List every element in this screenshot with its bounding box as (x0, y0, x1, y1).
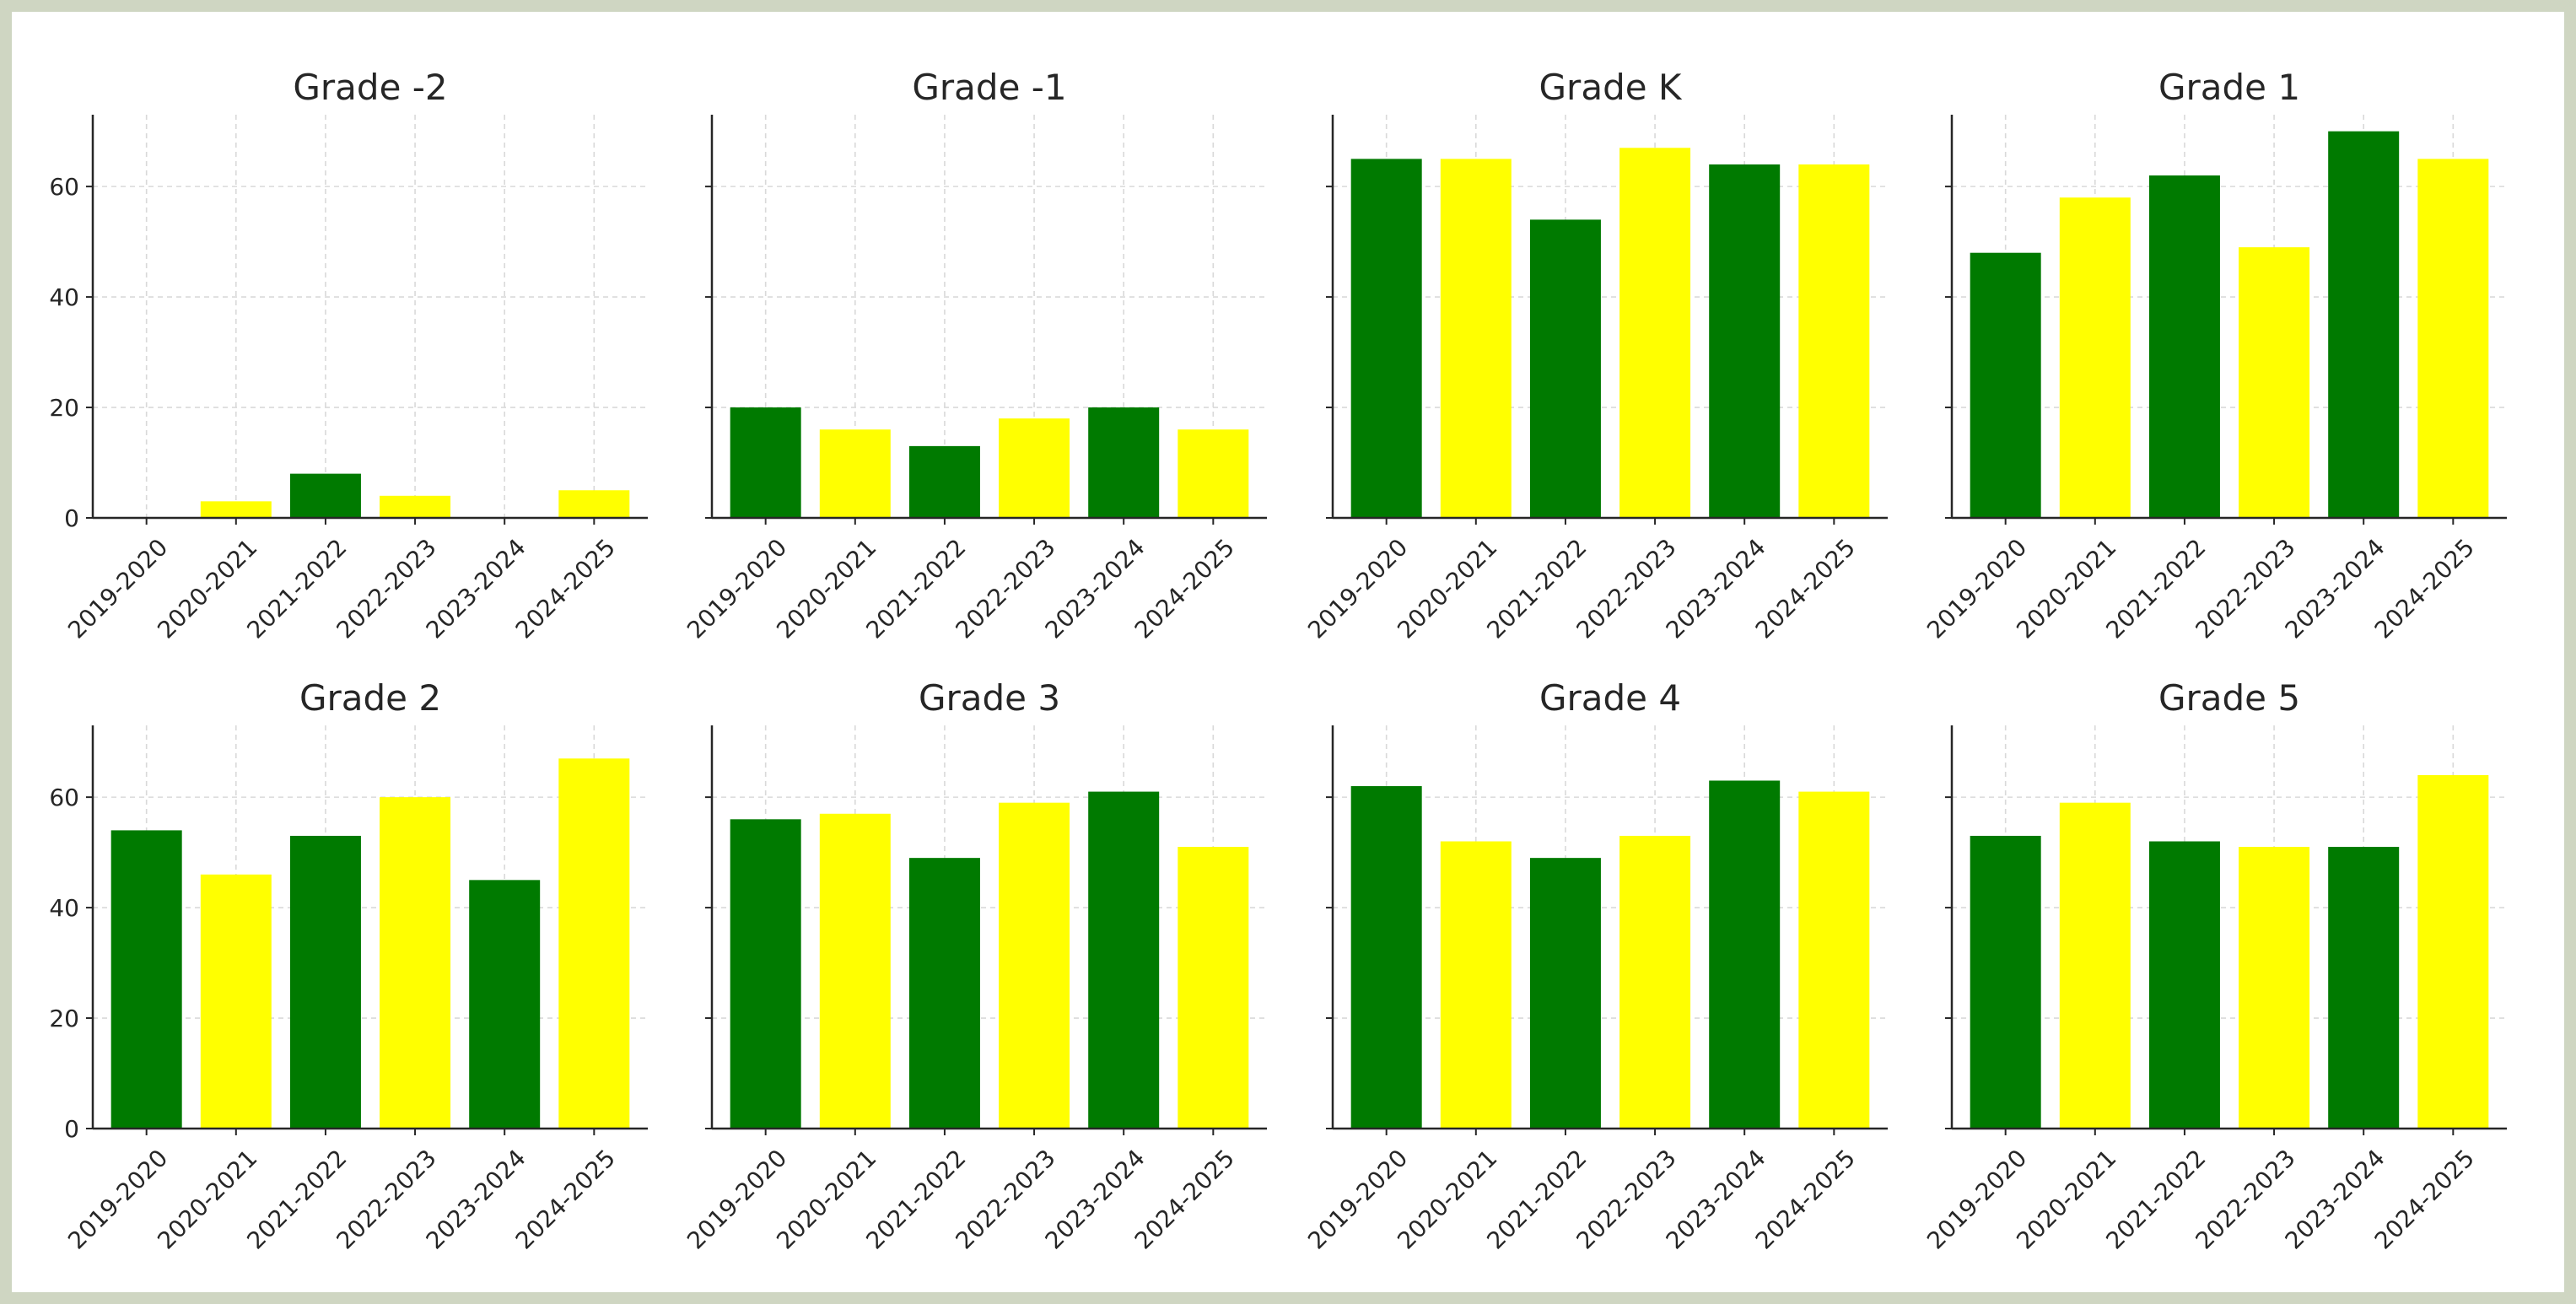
bar (1529, 219, 1601, 518)
bar (1440, 841, 1512, 1129)
bar (2328, 847, 2400, 1129)
bar (558, 758, 630, 1129)
subplot-5: Grade 202040602019-20202020-20212021-202… (49, 677, 648, 1255)
bar (2328, 131, 2400, 518)
y-tick-label: 20 (49, 394, 79, 422)
bar (2417, 159, 2489, 519)
bar (1709, 780, 1781, 1129)
subplot-7: Grade 42019-20202020-20212021-20222022-2… (1302, 677, 1888, 1255)
bar (2059, 197, 2131, 518)
y-tick-label: 0 (64, 1115, 79, 1143)
bar (908, 858, 980, 1129)
bar (819, 429, 891, 518)
bar (1178, 847, 1249, 1129)
bar (1088, 791, 1160, 1129)
bar (1970, 835, 2041, 1129)
bar (1088, 407, 1160, 518)
y-tick-label: 0 (64, 504, 79, 532)
chart-title: Grade 4 (1539, 677, 1681, 719)
chart-title: Grade 5 (2158, 677, 2300, 719)
bar (1440, 159, 1512, 519)
bar (289, 835, 361, 1129)
chart-title: Grade 1 (2158, 67, 2300, 108)
bar (1350, 786, 1422, 1129)
bar (2239, 847, 2310, 1129)
subplot-2: Grade -12019-20202020-20212021-20222022-… (682, 67, 1267, 644)
bar (2148, 841, 2220, 1129)
bar (1798, 164, 1870, 518)
subplot-8: Grade 52019-20202020-20212021-20222022-2… (1921, 677, 2507, 1255)
bar (819, 813, 891, 1129)
bar (1350, 159, 1422, 519)
subplot-3: Grade K2019-20202020-20212021-20222022-2… (1302, 67, 1888, 644)
bar (1529, 858, 1601, 1129)
bar (2417, 774, 2489, 1129)
bar (1709, 164, 1781, 518)
bar (469, 880, 541, 1129)
bar (200, 501, 272, 518)
bar (1970, 252, 2041, 518)
y-tick-label: 40 (49, 283, 79, 311)
bar (1619, 148, 1691, 519)
bar (380, 797, 451, 1129)
bar (110, 830, 182, 1129)
chart-title: Grade -1 (912, 67, 1066, 108)
subplot-4: Grade 12019-20202020-20212021-20222022-2… (1921, 67, 2507, 644)
bar (2148, 175, 2220, 518)
chart-title: Grade K (1539, 67, 1683, 108)
subplot-6: Grade 32019-20202020-20212021-20222022-2… (682, 677, 1267, 1255)
y-tick-label: 40 (49, 894, 79, 922)
bar (1798, 791, 1870, 1129)
bar (380, 495, 451, 518)
chart-title: Grade -2 (293, 67, 447, 108)
bar (289, 473, 361, 518)
chart-title: Grade 3 (919, 677, 1060, 719)
bar (999, 418, 1070, 518)
y-tick-label: 20 (49, 1005, 79, 1032)
bar (730, 407, 801, 518)
bar (1619, 835, 1691, 1129)
bar (1178, 429, 1249, 518)
bar (999, 802, 1070, 1129)
bar (2059, 802, 2131, 1129)
y-tick-label: 60 (49, 784, 79, 811)
bar (908, 445, 980, 518)
subplot-1: Grade -202040602019-20202020-20212021-20… (49, 67, 648, 644)
bar (2239, 247, 2310, 518)
bar (200, 874, 272, 1129)
y-tick-label: 60 (49, 173, 79, 201)
bar (730, 819, 801, 1129)
bar (558, 490, 630, 518)
chart-title: Grade 2 (299, 677, 441, 719)
